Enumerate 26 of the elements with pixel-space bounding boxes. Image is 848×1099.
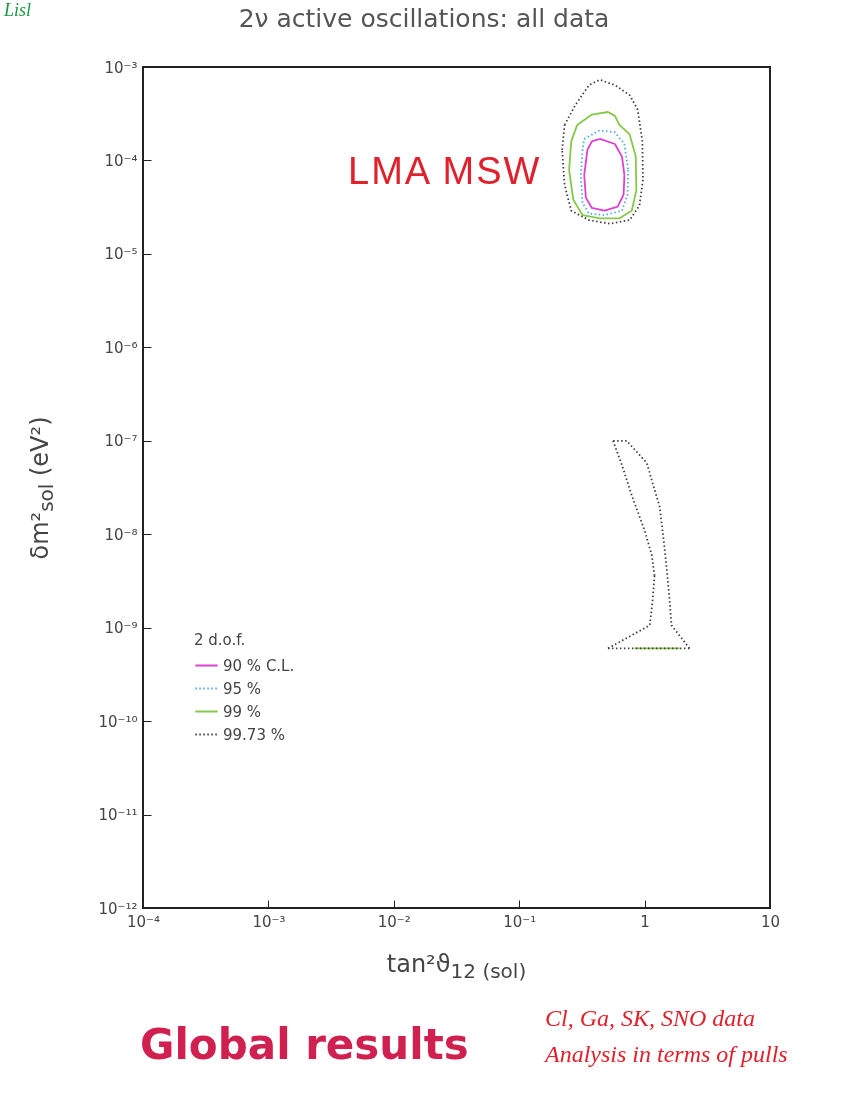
x-tick-label: 1 xyxy=(640,912,650,931)
y-tick-label: 10⁻⁵ xyxy=(104,245,138,264)
legend-label: 99.73 % xyxy=(223,725,285,744)
legend-label: 99 % xyxy=(223,702,262,721)
y-tick-label: 10⁻⁷ xyxy=(104,432,138,451)
annotation: LMA MSW xyxy=(348,150,542,193)
y-tick-label: 10⁻¹⁰ xyxy=(98,712,138,731)
text: Cl, Ga, SK, SNO data xyxy=(545,1005,756,1032)
x-tick-label: 10⁻³ xyxy=(252,912,286,931)
y-tick-label: 10⁻⁸ xyxy=(104,525,138,544)
y-tick-label: 10⁻⁹ xyxy=(104,619,138,638)
legend-label: 90 % C.L. xyxy=(223,656,295,675)
legend-label: 95 % xyxy=(223,679,262,698)
y-tick-label: 10⁻¹¹ xyxy=(98,806,138,825)
y-tick-label: 10⁻⁶ xyxy=(104,338,138,357)
x-tick-label: 10⁻² xyxy=(377,912,411,931)
text: Analysis in terms of pulls xyxy=(545,1041,789,1067)
x-tick-label: 10⁻¹ xyxy=(503,912,537,931)
legend-title: 2 d.o.f. xyxy=(194,631,246,649)
text: Lisl xyxy=(4,0,32,21)
y-tick-label: 10⁻⁴ xyxy=(104,151,138,170)
x-tick-label: 10 xyxy=(760,912,781,931)
text: Global results xyxy=(140,1020,469,1069)
y-tick-label: 10⁻³ xyxy=(104,58,138,77)
chart-title: 2ν active oscillations: all data xyxy=(238,4,610,33)
x-axis-title: tan²ϑ$_{12 (sol)}$ xyxy=(385,950,528,983)
